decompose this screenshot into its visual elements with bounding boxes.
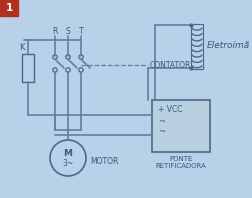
Text: MOTOR: MOTOR <box>90 157 118 167</box>
Text: 1: 1 <box>5 3 13 13</box>
Text: ~: ~ <box>158 128 164 136</box>
Text: R: R <box>52 28 57 36</box>
Text: M: M <box>63 149 72 159</box>
Text: Eletroímã: Eletroímã <box>206 42 249 50</box>
Text: ~: ~ <box>158 117 164 127</box>
Text: RETIFICADORA: RETIFICADORA <box>155 163 206 169</box>
Text: T: T <box>78 28 83 36</box>
Bar <box>22 54 34 82</box>
Text: CONTATOR: CONTATOR <box>149 61 191 69</box>
Text: PONTE: PONTE <box>169 156 192 162</box>
Text: + VCC: + VCC <box>158 106 182 114</box>
Bar <box>151 100 209 152</box>
Text: K: K <box>19 44 25 52</box>
Bar <box>190 24 202 69</box>
Text: 3~: 3~ <box>62 160 73 168</box>
Text: S: S <box>65 28 70 36</box>
Bar <box>0 0 18 16</box>
